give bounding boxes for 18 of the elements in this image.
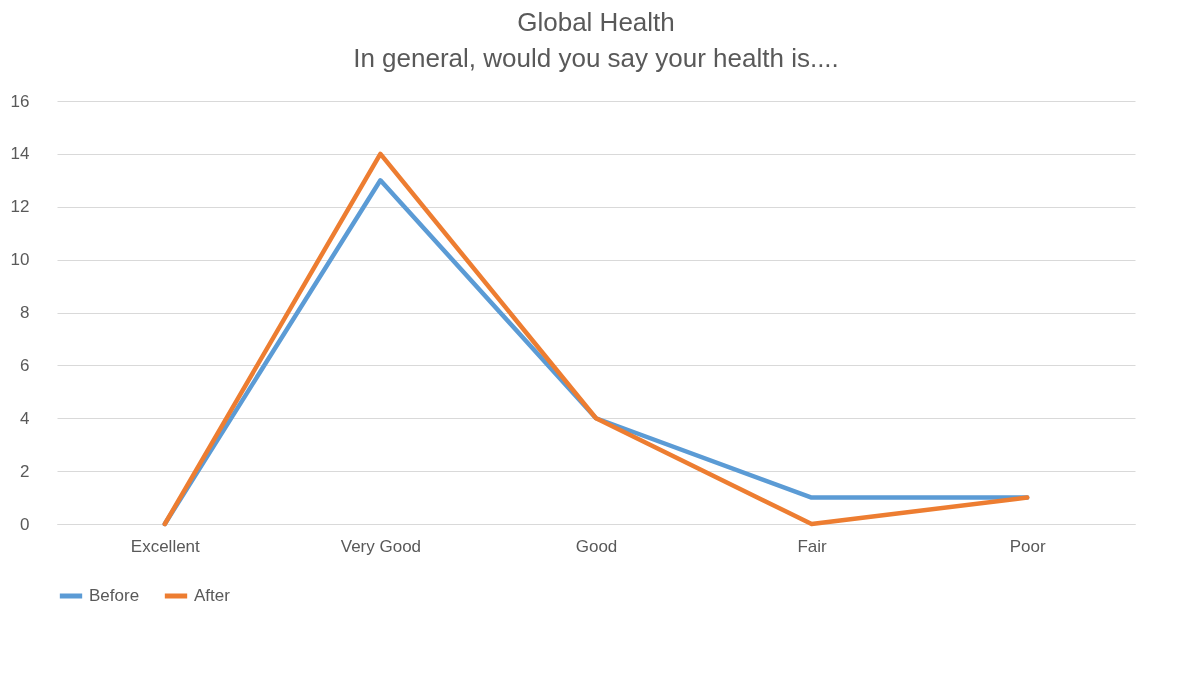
x-tick-label: Poor xyxy=(1009,536,1046,556)
legend-label: After xyxy=(194,586,231,605)
y-tick-label: 8 xyxy=(20,303,30,322)
x-tick-label: Excellent xyxy=(130,536,201,556)
y-tick-label: 12 xyxy=(10,197,30,217)
y-tick-label: 16 xyxy=(10,91,30,111)
y-tick-label: 6 xyxy=(20,355,30,375)
y-tick-label: 10 xyxy=(10,250,30,270)
x-tick-label: Fair xyxy=(797,536,828,556)
y-tick-label: 4 xyxy=(20,408,30,428)
legend-label: Before xyxy=(89,586,140,605)
chart-subtitle: In general, would you say your health is.... xyxy=(353,43,839,73)
x-tick-label: Good xyxy=(575,536,618,556)
y-tick-label: 14 xyxy=(10,144,30,164)
y-tick-label: 2 xyxy=(20,461,30,481)
chart-title: Global Health xyxy=(517,7,675,37)
y-tick-label: 0 xyxy=(20,514,30,534)
x-tick-label: Very Good xyxy=(340,536,422,556)
